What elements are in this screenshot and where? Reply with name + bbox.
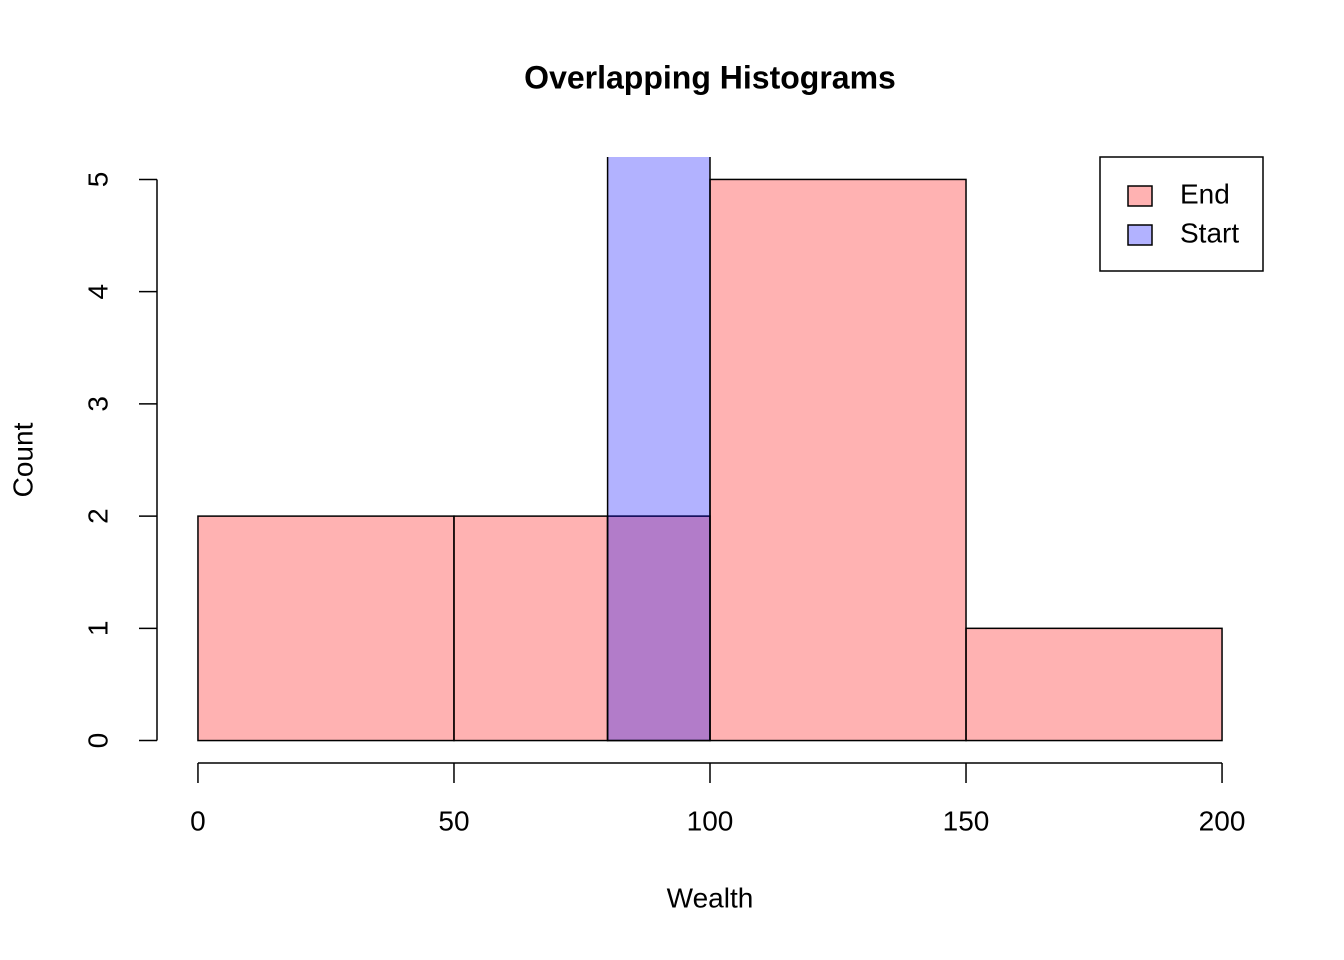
x-tick-label: 50 xyxy=(438,805,469,836)
plot-area xyxy=(197,157,1223,742)
y-tick-label: 3 xyxy=(82,396,113,412)
y-tick-label: 2 xyxy=(82,508,113,524)
histogram-bar xyxy=(606,157,711,742)
y-tick-label: 0 xyxy=(82,733,113,749)
histogram-bar xyxy=(709,178,967,742)
legend-label: Start xyxy=(1180,217,1239,248)
x-tick-label: 200 xyxy=(1199,805,1246,836)
legend-label: End xyxy=(1180,178,1230,209)
histogram-bar xyxy=(197,515,455,742)
y-tick-label: 5 xyxy=(82,172,113,188)
x-tick-label: 150 xyxy=(943,805,990,836)
y-tick-label: 1 xyxy=(82,621,113,637)
histogram-bar xyxy=(453,515,609,742)
legend-swatch xyxy=(1127,185,1153,207)
y-axis-label: Count xyxy=(7,422,38,497)
x-axis-label: Wealth xyxy=(667,882,754,913)
legend-swatch xyxy=(1127,224,1153,246)
histogram-bar xyxy=(606,515,711,742)
y-tick-label: 4 xyxy=(82,284,113,300)
chart-title: Overlapping Histograms xyxy=(524,59,896,95)
x-tick-label: 0 xyxy=(190,805,206,836)
legend-box xyxy=(1099,156,1264,272)
x-tick-label: 100 xyxy=(687,805,734,836)
histogram-bar xyxy=(965,627,1223,742)
